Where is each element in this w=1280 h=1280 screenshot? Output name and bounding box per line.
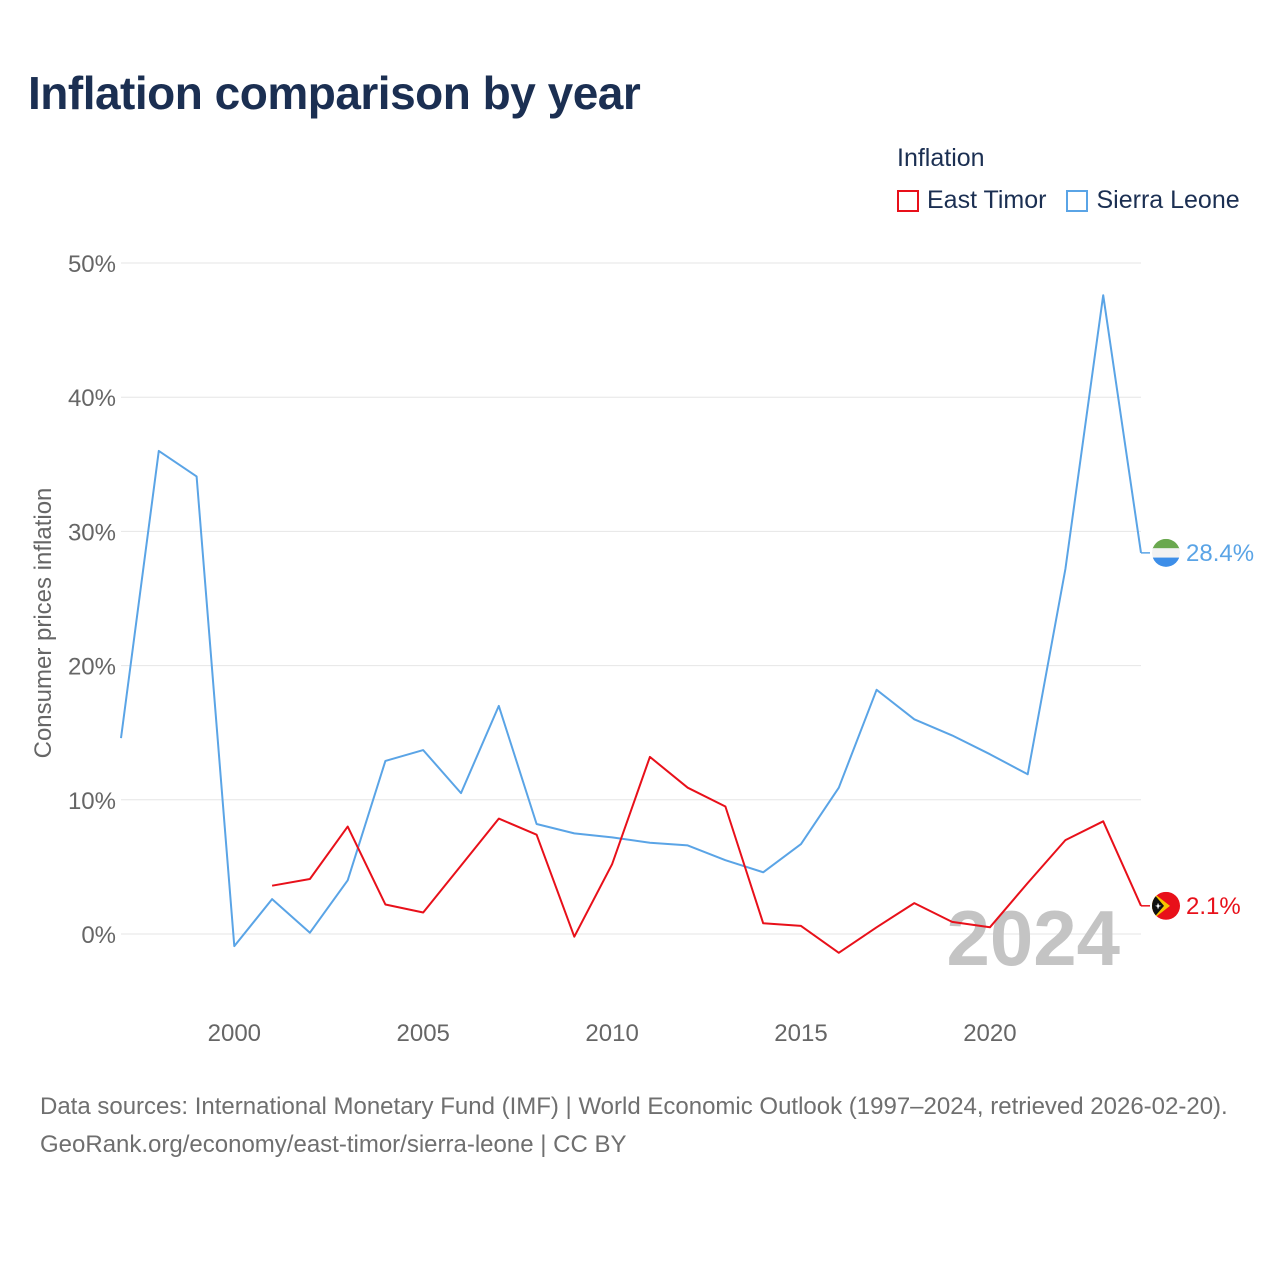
source-link[interactable]: GeoRank.org/economy/east-timor/sierra-le… xyxy=(40,1131,627,1158)
end-labels: 28.4% 2.1% xyxy=(1141,538,1254,920)
x-tick-label: 2020 xyxy=(963,1020,1016,1047)
y-tick-label: 40% xyxy=(68,385,116,412)
legend-item-sierra-leone[interactable]: Sierra Leone xyxy=(1066,186,1240,215)
east-timor-flag-icon xyxy=(1152,891,1180,920)
line-chart: 0% 10% 20% 30% 40% 50% 2000 2005 2010 2015 2020 C… xyxy=(30,251,1254,1047)
x-tick-label: 2005 xyxy=(397,1020,450,1047)
gridlines xyxy=(121,262,1141,935)
series-line-sierra-leone[interactable] xyxy=(120,294,1142,948)
y-axis-ticks: 0% 10% 20% 30% 40% 50% xyxy=(68,251,116,949)
y-axis-label: Consumer prices inflation xyxy=(30,488,57,759)
x-tick-label: 2015 xyxy=(774,1020,827,1047)
legend-label-sierra-leone: Sierra Leone xyxy=(1096,186,1240,214)
year-watermark: 2024 xyxy=(946,894,1120,982)
y-tick-label: 10% xyxy=(68,788,116,815)
legend-swatch-sierra-leone xyxy=(1066,189,1089,212)
y-tick-label: 50% xyxy=(68,251,116,278)
legend-title: Inflation xyxy=(897,144,985,172)
end-label-east-timor: 2.1% xyxy=(1186,893,1241,920)
series-lines xyxy=(120,294,1142,954)
sierra-leone-flag-icon xyxy=(1152,538,1180,567)
legend-swatch-east-timor xyxy=(897,189,919,212)
footer: Data sources: International Monetary Fun… xyxy=(40,1088,1250,1164)
series-line-east-timor[interactable] xyxy=(271,755,1142,954)
x-tick-label: 2000 xyxy=(208,1020,261,1047)
x-tick-label: 2010 xyxy=(585,1020,638,1047)
data-sources: Data sources: International Monetary Fun… xyxy=(40,1093,1228,1120)
x-axis-ticks: 2000 2005 2010 2015 2020 xyxy=(208,1020,1017,1047)
y-tick-label: 20% xyxy=(68,654,116,681)
end-label-sierra-leone: 28.4% xyxy=(1186,540,1254,567)
y-tick-label: 0% xyxy=(81,922,116,949)
chart-title: Inflation comparison by year xyxy=(28,67,641,119)
y-tick-label: 30% xyxy=(68,519,116,546)
legend-item-east-timor[interactable]: East Timor xyxy=(897,186,1046,215)
legend: East Timor Sierra Leone xyxy=(897,186,1260,215)
legend-label-east-timor: East Timor xyxy=(927,186,1047,214)
